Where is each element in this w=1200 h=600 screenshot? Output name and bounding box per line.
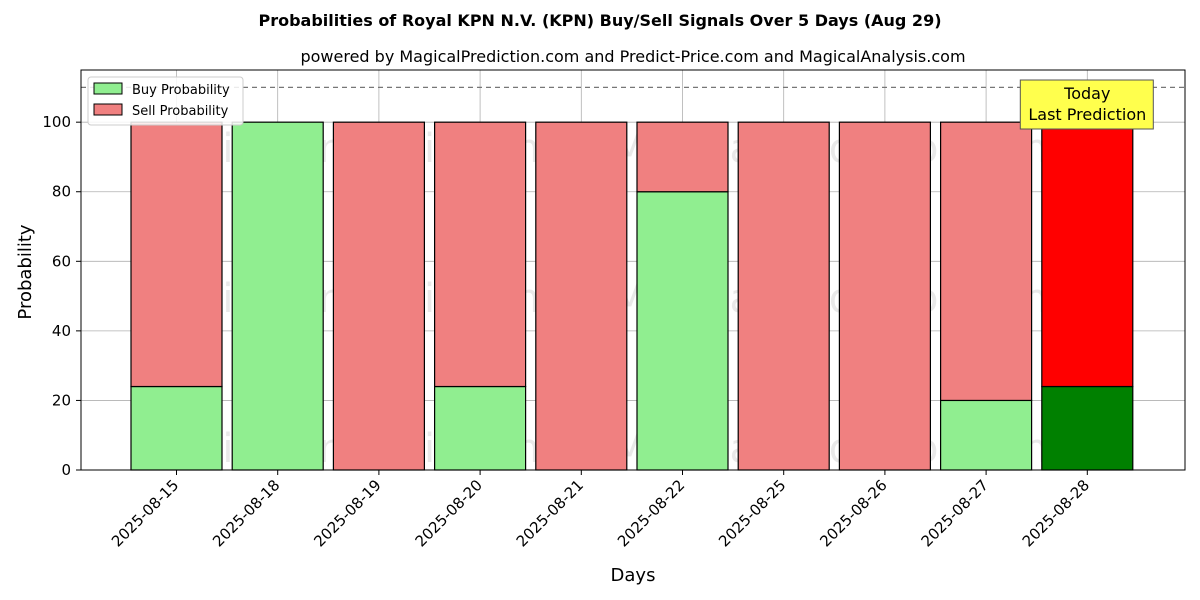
bar-buy: [1041, 385, 1134, 471]
y-tick-label: 40: [52, 322, 71, 340]
y-tick-label: 100: [42, 113, 71, 131]
x-tick-label: 2025-08-19: [310, 476, 384, 550]
bar-sell: [535, 121, 628, 471]
annotation-text: Today: [1063, 84, 1110, 103]
chart-title: Probabilities of Royal KPN N.V. (KPN) Bu…: [258, 11, 941, 30]
x-tick-label: 2025-08-20: [412, 476, 486, 550]
today-annotation: Today Last Prediction: [1019, 79, 1154, 130]
legend-label-buy: Buy Probability: [132, 83, 230, 98]
bar-buy: [636, 191, 729, 471]
x-tick-label: 2025-08-25: [715, 476, 789, 550]
x-tick-label: 2025-08-18: [209, 476, 283, 550]
bar-sell: [838, 121, 932, 471]
x-tick-label: 2025-08-21: [513, 476, 587, 550]
bar-sell: [737, 121, 830, 471]
annotation-text: Last Prediction: [1028, 105, 1146, 124]
bar-buy: [231, 121, 324, 471]
y-tick-label: 80: [52, 183, 71, 201]
y-axis-label: Probability: [15, 224, 36, 319]
plot-frame: [80, 69, 1186, 471]
legend-swatch-sell: [93, 103, 123, 116]
bar-sell: [434, 121, 527, 388]
bars: [130, 121, 1134, 471]
bar-buy: [434, 385, 527, 471]
bar-sell: [332, 121, 425, 471]
x-tick-label: 2025-08-15: [108, 476, 182, 550]
y-tick-label: 60: [52, 252, 71, 270]
x-tick-label: 2025-08-28: [1019, 476, 1093, 550]
chart-subtitle: powered by MagicalPrediction.com and Pre…: [300, 47, 965, 66]
y-tick-label: 20: [52, 391, 71, 409]
x-tick-label: 2025-08-26: [816, 476, 890, 550]
y-tick-label: 0: [61, 461, 71, 479]
x-tick-label: 2025-08-27: [918, 476, 992, 550]
annotation-box: [1019, 79, 1154, 130]
bar-sell: [939, 121, 1033, 402]
legend-box: [87, 76, 244, 126]
bar-sell: [636, 121, 729, 193]
legend: Buy Probability Sell Probability: [87, 76, 244, 126]
x-axis-label: Days: [611, 565, 656, 586]
bar-buy: [130, 385, 223, 471]
legend-swatch-buy: [93, 82, 123, 95]
bar-sell: [130, 121, 223, 388]
bar-buy: [939, 399, 1033, 471]
bar-sell: [1041, 121, 1134, 388]
x-tick-label: 2025-08-22: [614, 476, 688, 550]
legend-label-sell: Sell Probability: [132, 104, 229, 119]
